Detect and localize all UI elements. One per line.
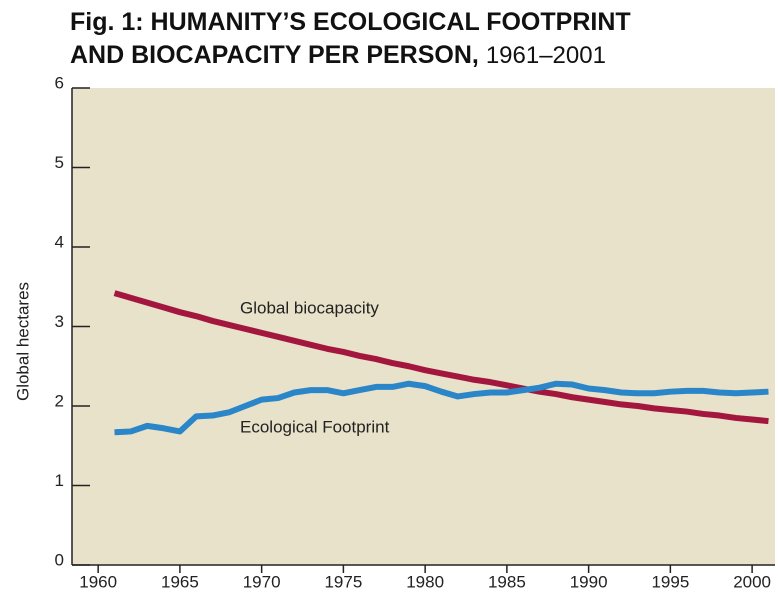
chart-subtitle: 1961–2001 (486, 42, 606, 69)
series-label: Global biocapacity (240, 298, 379, 317)
series-line (114, 380, 769, 436)
series-line (113, 290, 769, 425)
chart-title: AND BIOCAPACITY PER PERSON, (70, 41, 479, 69)
y-tick-label: 3 (55, 312, 64, 331)
y-tick-label: 1 (55, 471, 64, 490)
y-tick-label: 5 (55, 153, 64, 172)
x-tick-label: 2000 (733, 572, 771, 591)
x-tick-label: 1975 (324, 572, 362, 591)
y-axis-label: Global hectares (13, 282, 32, 401)
x-tick-label: 1990 (570, 572, 608, 591)
series-label: Ecological Footprint (240, 417, 390, 436)
x-tick-label: 1960 (79, 572, 117, 591)
x-tick-label: 1965 (161, 572, 199, 591)
x-tick-label: 1995 (651, 572, 689, 591)
y-tick-label: 4 (55, 232, 64, 251)
chart-title: Fig. 1: HUMANITY’S ECOLOGICAL FOOTPRINT (70, 8, 631, 36)
y-tick-label: 0 (55, 550, 64, 569)
chart-title: AND BIOCAPACITY PER PERSON, 1961–2001 (70, 41, 606, 69)
y-tick-label: 6 (55, 73, 64, 92)
x-tick-label: 1970 (243, 572, 281, 591)
x-tick-label: 1980 (406, 572, 444, 591)
plot-area (72, 88, 775, 565)
x-tick-label: 1985 (488, 572, 526, 591)
y-tick-label: 2 (55, 391, 64, 410)
